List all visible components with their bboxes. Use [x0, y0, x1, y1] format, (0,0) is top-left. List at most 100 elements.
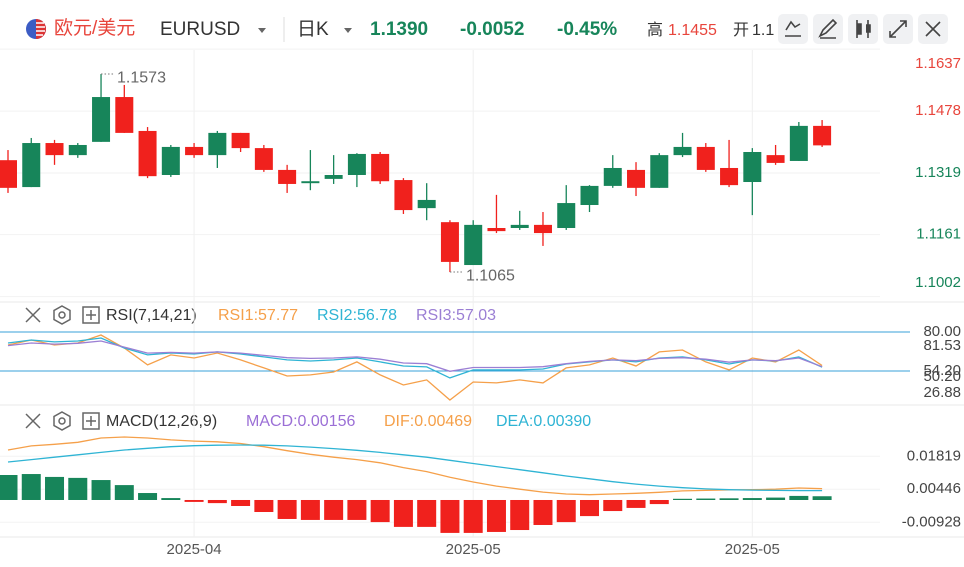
- candle-body: [371, 153, 390, 182]
- candle-body: [580, 185, 599, 206]
- histogram-bar: [68, 477, 88, 500]
- y-tick-label: 0.01819: [907, 447, 961, 464]
- histogram-bar: [766, 497, 786, 500]
- settings-icon[interactable]: [53, 305, 71, 325]
- y-tick-label: 1.1002: [915, 274, 961, 291]
- dropdown-arrow[interactable]: [344, 28, 352, 33]
- tool-button[interactable]: [813, 14, 843, 44]
- legend-entry: DIF:0.00469: [384, 413, 472, 430]
- candle-body: [324, 174, 343, 179]
- histogram-bar: [184, 499, 204, 502]
- dropdown-arrow[interactable]: [258, 28, 266, 33]
- legend-entry: RSI2:56.78: [317, 307, 397, 324]
- candle-body: [766, 155, 785, 163]
- candle-body: [45, 143, 64, 156]
- candle-body: [394, 180, 413, 211]
- close-icon[interactable]: [25, 413, 41, 429]
- open-value: 1.1: [752, 22, 774, 39]
- flag: [36, 19, 46, 39]
- histogram-bar: [719, 498, 739, 500]
- candle-body: [510, 224, 529, 229]
- icon: [856, 20, 871, 38]
- series-line: [7, 334, 823, 401]
- annotation: 1.1065: [466, 267, 515, 284]
- candle-body: [557, 203, 576, 229]
- x-tick-label: 2025-05: [725, 541, 780, 558]
- candle-body: [185, 146, 204, 156]
- histogram-bar: [673, 498, 693, 500]
- tool-button[interactable]: [848, 14, 878, 44]
- candle-body: [440, 222, 459, 262]
- histogram-bar: [370, 499, 390, 523]
- histogram-bar: [486, 499, 506, 532]
- icon: [925, 21, 941, 37]
- x-tick-label: 2025-05: [446, 541, 501, 558]
- candle-body: [254, 148, 273, 170]
- candle-body: [464, 224, 483, 266]
- candle-body: [0, 160, 17, 188]
- candle-body: [161, 146, 180, 175]
- histogram-bar: [91, 480, 111, 500]
- candle-body: [208, 132, 227, 156]
- histogram-bar: [231, 499, 251, 506]
- add-icon[interactable]: [82, 412, 100, 430]
- add-icon: [86, 416, 96, 426]
- icon: [818, 18, 838, 39]
- candle-body: [92, 97, 111, 142]
- high-label: 高: [647, 21, 663, 39]
- symbol[interactable]: EURUSD: [160, 19, 240, 40]
- add-icon[interactable]: [82, 306, 100, 324]
- candle-body: [138, 130, 157, 177]
- header: 欧元/美元 EURUSD 日K 1.1390 -0.0052 -0.45% 高 …: [26, 14, 948, 44]
- candle-body: [743, 151, 762, 183]
- settings-icon[interactable]: [53, 411, 71, 431]
- close-icon[interactable]: [25, 307, 41, 323]
- legend-entry: RSI1:57.77: [218, 307, 298, 324]
- candle-body: [673, 146, 692, 156]
- candle-body: [720, 167, 739, 186]
- candle-body: [231, 132, 250, 149]
- histogram-bar: [277, 499, 297, 519]
- tool-button[interactable]: [778, 14, 808, 44]
- legend-entry: MACD:0.00156: [246, 413, 355, 430]
- legend-entry: RSI3:57.03: [416, 307, 496, 324]
- period[interactable]: 日K: [297, 19, 329, 40]
- rsi-header: RSI(7,14,21): [25, 305, 197, 325]
- histogram-bar: [347, 499, 367, 520]
- y-tick-label: 54.20: [923, 362, 961, 379]
- macd-header: MACD(12,26,9): [25, 411, 217, 431]
- y-tick-label: 1.1637: [915, 55, 961, 72]
- y-tick-label: 1.1161: [916, 226, 961, 243]
- candle-body: [603, 167, 622, 186]
- histogram-bar: [510, 499, 530, 531]
- y-tick-label: 1.1319: [915, 164, 961, 181]
- y-tick-label: 0.00446: [907, 480, 961, 497]
- series-line: [7, 340, 823, 372]
- histogram-bar: [138, 493, 158, 500]
- legend-entry: DEA:0.00390: [496, 413, 591, 430]
- histogram-bar: [417, 499, 437, 527]
- histogram-bar: [393, 499, 413, 527]
- histogram-bar: [463, 499, 483, 533]
- icon: [785, 20, 801, 37]
- histogram-bar: [324, 499, 344, 520]
- y-tick-label: 80.00: [923, 323, 961, 340]
- candle-body: [813, 125, 832, 146]
- series-line: [7, 436, 823, 496]
- candle-body: [487, 228, 506, 232]
- histogram-bar: [580, 499, 599, 517]
- settings-icon: [58, 417, 66, 425]
- histogram-bar: [0, 475, 18, 500]
- level-label: 50.20: [923, 368, 961, 385]
- histogram-bar: [649, 499, 669, 505]
- icon: [889, 20, 907, 38]
- level-label: 26.88: [923, 384, 961, 401]
- histogram-bar: [161, 498, 181, 500]
- flag: [36, 22, 45, 36]
- histogram-bar: [45, 476, 65, 500]
- candle-body: [115, 97, 134, 133]
- histogram-bar: [603, 499, 623, 512]
- histogram-bar: [21, 474, 41, 500]
- candle-body: [347, 153, 366, 175]
